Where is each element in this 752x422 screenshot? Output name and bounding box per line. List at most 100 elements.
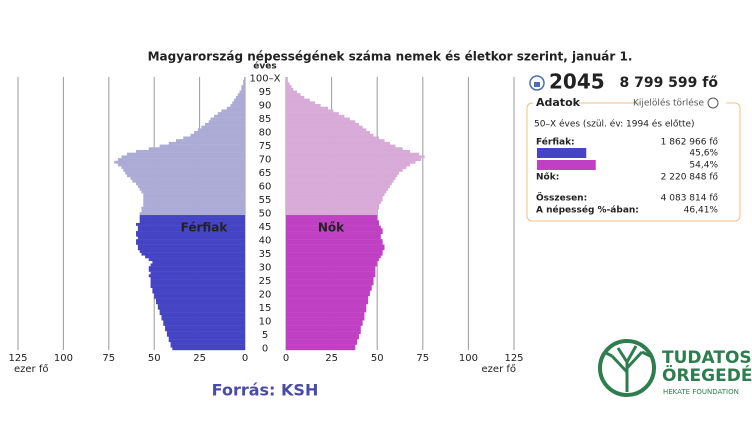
bar xyxy=(286,171,400,175)
bar xyxy=(175,139,245,143)
bar xyxy=(286,177,396,180)
bar xyxy=(286,341,358,345)
y-tick-label: 45 xyxy=(259,222,272,233)
y-tick-label: 40 xyxy=(259,236,272,247)
bar xyxy=(286,325,361,329)
bar xyxy=(226,106,245,110)
bar xyxy=(152,287,245,291)
y-tick-label: 15 xyxy=(259,303,272,314)
bar xyxy=(141,190,245,194)
pct-value: 46,41% xyxy=(684,206,719,216)
bar xyxy=(286,222,380,226)
bar xyxy=(286,312,365,316)
bar xyxy=(145,255,245,259)
bar xyxy=(286,344,356,348)
bar xyxy=(150,271,245,275)
bar xyxy=(286,274,376,278)
bar xyxy=(286,266,376,270)
bar xyxy=(286,158,421,161)
bar xyxy=(230,104,245,107)
bar xyxy=(286,258,380,262)
bar xyxy=(244,77,245,80)
x-tick-label: 50 xyxy=(371,353,384,364)
range: 50–X éves (szül. év: 1994 és előtte) xyxy=(534,119,695,130)
bar xyxy=(154,293,245,297)
bar xyxy=(143,198,245,202)
bar xyxy=(152,260,245,264)
bar xyxy=(163,320,245,324)
bar xyxy=(286,114,345,118)
bar xyxy=(286,93,301,97)
bar xyxy=(286,231,383,234)
series-label: Férfiak xyxy=(181,221,229,235)
x-tick-label: 100 xyxy=(459,353,478,364)
bar xyxy=(139,187,245,191)
bar xyxy=(286,249,383,253)
x-tick-label: 75 xyxy=(102,353,115,364)
series-label: Nők xyxy=(318,221,345,235)
bar xyxy=(286,104,321,107)
bar xyxy=(159,144,245,148)
men-value: 1 862 966 fő xyxy=(661,138,719,148)
bar xyxy=(139,212,245,216)
logo-subtext: HEKATE FOUNDATION xyxy=(663,388,739,396)
bar xyxy=(143,201,245,205)
bar xyxy=(286,185,390,189)
chart-title: Magyarország népességének száma nemek és… xyxy=(148,50,633,64)
bar xyxy=(286,333,359,337)
bar xyxy=(286,79,288,83)
bar xyxy=(286,90,297,94)
bar xyxy=(143,204,245,207)
bar xyxy=(170,341,245,345)
bar xyxy=(286,109,334,113)
bar xyxy=(286,95,305,99)
bar xyxy=(286,328,361,332)
bar xyxy=(190,133,245,137)
y-tick-label: 10 xyxy=(259,317,272,328)
bar xyxy=(286,139,385,143)
bar xyxy=(286,279,374,283)
clear-button[interactable]: Kijelölés törlése xyxy=(633,98,704,109)
x-tick-label: 75 xyxy=(416,353,429,364)
bar xyxy=(286,160,416,164)
bar xyxy=(286,120,356,124)
bar xyxy=(121,155,245,159)
y-tick-label: 75 xyxy=(259,141,272,152)
clear-icon[interactable] xyxy=(707,97,719,109)
bar xyxy=(168,141,245,145)
bar xyxy=(286,144,396,148)
bar xyxy=(286,117,350,121)
bar xyxy=(286,336,359,340)
lock-icon xyxy=(534,82,540,87)
bar xyxy=(168,339,245,343)
bar xyxy=(286,322,363,326)
bar xyxy=(117,163,245,167)
bar xyxy=(208,120,245,124)
x-tick-label: 25 xyxy=(193,353,206,364)
bar xyxy=(286,147,403,151)
bar xyxy=(286,204,380,207)
bar xyxy=(286,293,370,297)
bar xyxy=(286,304,367,307)
bar xyxy=(286,195,383,199)
bar xyxy=(286,182,392,186)
bar xyxy=(154,295,245,299)
bar xyxy=(286,271,376,275)
bar xyxy=(237,93,245,97)
bar xyxy=(232,101,245,105)
bar xyxy=(165,328,245,332)
lock-icon[interactable] xyxy=(529,75,545,91)
bar xyxy=(286,131,370,134)
bar xyxy=(161,317,245,321)
bar xyxy=(141,206,245,210)
y-tick-label: 55 xyxy=(259,195,272,206)
women-label: Nők: xyxy=(536,173,559,183)
x-tick-label: 0 xyxy=(242,353,248,364)
y-tick-label: 5 xyxy=(262,330,268,341)
bar xyxy=(159,309,245,313)
bar xyxy=(286,190,387,194)
bar xyxy=(286,252,383,256)
bar xyxy=(286,101,316,105)
bar xyxy=(286,225,381,229)
